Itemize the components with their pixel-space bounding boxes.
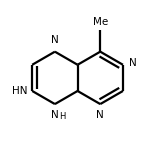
Text: N: N: [129, 58, 137, 68]
Text: N: N: [96, 110, 104, 120]
Text: H: H: [59, 112, 65, 121]
Text: N: N: [51, 35, 59, 45]
Text: N: N: [51, 110, 59, 120]
Text: Me: Me: [93, 17, 108, 27]
Text: HN: HN: [12, 86, 27, 96]
